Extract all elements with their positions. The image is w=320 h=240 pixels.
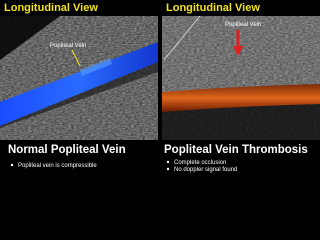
annotation: Popliteal Vein (50, 43, 86, 49)
bullet-text: No doppler signal found (174, 167, 237, 173)
panel-title: Normal Popliteal Vein (8, 144, 126, 156)
arrow (71, 49, 81, 67)
bullet-text: Popliteal vein is compressible (18, 163, 97, 169)
left-image (0, 16, 158, 140)
bullet-dot (166, 160, 170, 164)
bullet-dot (166, 167, 170, 171)
thumbnail: Longitudinal View Longitudinal View Popl… (0, 2, 320, 173)
bullet-text: Complete occlusion (174, 160, 226, 166)
view-label: Longitudinal View (4, 2, 98, 14)
panel-title: Popliteal Vein Thrombosis (164, 144, 308, 156)
annotation: Popliteal Vein (225, 22, 261, 28)
view-label: Longitudinal View (166, 2, 260, 14)
right-image (162, 16, 320, 140)
bullet-dot (10, 163, 14, 167)
arrow-head (233, 46, 243, 56)
bullet-list: Popliteal vein is compressible (10, 163, 97, 169)
scene: Longitudinal View Longitudinal View Popl… (0, 2, 320, 173)
